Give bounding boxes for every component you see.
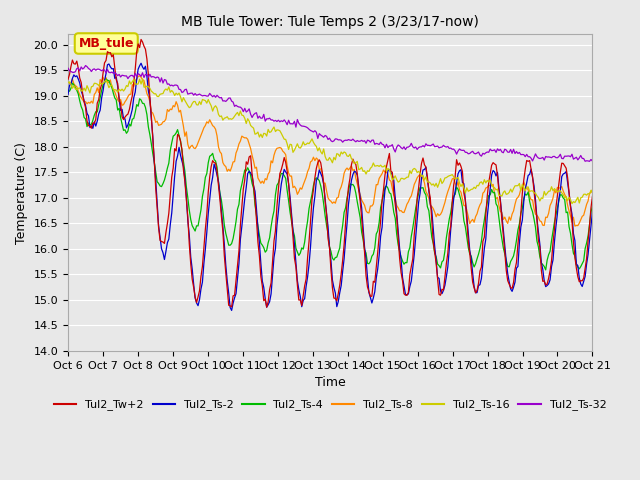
Y-axis label: Temperature (C): Temperature (C) [15,142,28,243]
Tul2_Ts-16 [248,124,256,130]
Tul2_Tw+2 [64,76,72,82]
Line: Tul2_Ts-16: Tul2_Ts-16 [68,79,593,204]
Tul2_Ts-16 [64,80,72,85]
Tul2_Ts-32 [589,158,596,164]
Tul2_Ts-8 [295,189,303,194]
Tul2_Tw+2 [129,93,136,99]
Tul2_Ts-2 [241,195,248,201]
Line: Tul2_Ts-2: Tul2_Ts-2 [68,63,593,311]
Tul2_Ts-4 [563,210,570,216]
Tul2_Ts-32 [222,98,230,104]
Tul2_Ts-16 [589,190,596,195]
Tul2_Ts-32 [64,65,72,71]
Tul2_Ts-2 [296,294,304,300]
Text: MB_tule: MB_tule [79,37,134,50]
Tul2_Ts-32 [248,115,256,120]
Tul2_Ts-8 [129,82,136,87]
Tul2_Ts-4 [295,252,303,258]
Tul2_Tw+2 [137,36,145,42]
Tul2_Ts-2 [64,92,72,97]
Tul2_Ts-4 [542,267,550,273]
Tul2_Ts-2 [250,183,257,189]
Tul2_Ts-16 [561,195,568,201]
Tul2_Ts-8 [571,223,579,229]
Tul2_Tw+2 [239,186,247,192]
Tul2_Ts-2 [589,209,596,215]
Tul2_Ts-2 [222,262,230,268]
X-axis label: Time: Time [315,376,346,389]
Line: Tul2_Ts-32: Tul2_Ts-32 [68,66,593,161]
Tul2_Ts-32 [295,120,303,126]
Tul2_Tw+2 [248,171,256,177]
Tul2_Ts-16 [129,79,136,84]
Line: Tul2_Tw+2: Tul2_Tw+2 [68,39,593,307]
Tul2_Ts-32 [586,158,593,164]
Tul2_Ts-4 [239,174,247,180]
Tul2_Ts-4 [64,88,72,94]
Tul2_Tw+2 [222,270,230,276]
Tul2_Ts-4 [130,116,138,121]
Tul2_Ts-2 [563,168,570,174]
Title: MB Tule Tower: Tule Temps 2 (3/23/17-now): MB Tule Tower: Tule Temps 2 (3/23/17-now… [181,15,479,29]
Tul2_Ts-8 [561,192,568,197]
Tul2_Ts-16 [295,144,303,150]
Tul2_Ts-32 [239,109,247,115]
Tul2_Ts-4 [102,76,110,82]
Tul2_Ts-8 [64,81,72,87]
Legend: Tul2_Tw+2, Tul2_Ts-2, Tul2_Ts-4, Tul2_Ts-8, Tul2_Ts-16, Tul2_Ts-32: Tul2_Tw+2, Tul2_Ts-2, Tul2_Ts-4, Tul2_Ts… [50,395,611,415]
Tul2_Ts-16 [139,76,147,82]
Line: Tul2_Ts-4: Tul2_Ts-4 [68,79,593,270]
Line: Tul2_Ts-8: Tul2_Ts-8 [68,76,593,226]
Tul2_Tw+2 [563,165,570,171]
Tul2_Ts-8 [248,153,256,158]
Tul2_Ts-32 [561,153,568,159]
Tul2_Ts-8 [222,164,230,169]
Tul2_Ts-16 [239,113,247,119]
Tul2_Ts-8 [136,73,143,79]
Tul2_Ts-16 [222,115,230,120]
Tul2_Ts-2 [228,308,236,313]
Tul2_Ts-32 [82,63,90,69]
Tul2_Ts-2 [137,60,145,66]
Tul2_Ts-4 [589,203,596,209]
Tul2_Ts-4 [248,180,256,186]
Tul2_Ts-16 [568,201,576,206]
Tul2_Tw+2 [263,304,271,310]
Tul2_Ts-4 [222,230,230,236]
Tul2_Ts-8 [589,187,596,192]
Tul2_Tw+2 [589,193,596,199]
Tul2_Ts-32 [130,74,138,80]
Tul2_Tw+2 [296,297,304,303]
Tul2_Ts-8 [239,134,247,140]
Tul2_Ts-2 [129,107,136,112]
